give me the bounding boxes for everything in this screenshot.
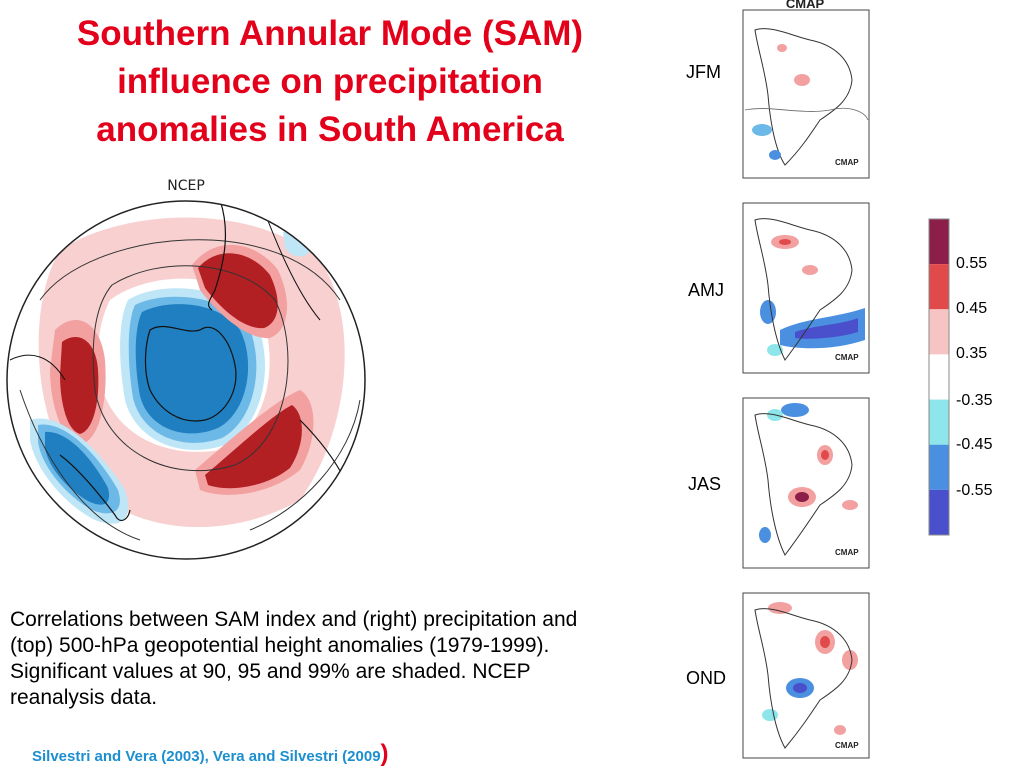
season-label-jas: JAS [688, 474, 722, 494]
references: Silvestri and Vera (2003), Vera and Silv… [32, 740, 389, 768]
slide-title: Southern Annular Mode (SAM) influence on… [30, 10, 630, 154]
season-label-jfm: JFM [686, 62, 721, 82]
colorbar [928, 218, 950, 536]
polar-correlation-map: NCEP [6, 178, 366, 560]
colorbar-cell [929, 444, 949, 490]
colorbar-cell [929, 489, 949, 535]
colorbar-tick-5: -0.55 [956, 482, 993, 499]
colorbar-cell [929, 264, 949, 310]
colorbar-cell [929, 309, 949, 355]
polar-shading [9, 201, 361, 541]
panel-dataset-jfm: CMAP [835, 158, 859, 167]
precip-map-ond: CMAP [742, 592, 870, 759]
panel-dataset-amj: CMAP [835, 353, 859, 362]
colorbar-tick-1: 0.45 [956, 300, 988, 317]
title-line-3: anomalies in South America [96, 110, 564, 149]
precip-map-header: CMAP [786, 0, 825, 11]
season-label-amj: AMJ [688, 280, 724, 300]
title-line-1: Southern Annular Mode (SAM) [76, 14, 584, 53]
colorbar-tick-2: 0.35 [956, 345, 988, 362]
colorbar-tick-3: -0.35 [956, 392, 993, 409]
title-line-2: influence on precipitation [117, 62, 543, 101]
panel-dataset-ond: CMAP [835, 741, 859, 750]
figure-caption: Correlations between SAM index and (righ… [10, 608, 578, 709]
references-close-paren: ) [380, 740, 389, 767]
colorbar-cell [929, 399, 949, 445]
references-text: Silvestri and Vera (2003), Vera and Silv… [32, 748, 381, 765]
precip-map-jfm: CMAP CMAP [742, 0, 870, 179]
season-label-ond: OND [686, 668, 726, 688]
colorbar-tick-0: 0.55 [956, 255, 988, 272]
panel-dataset-jas: CMAP [835, 548, 859, 557]
precip-map-jas: CMAP [742, 397, 870, 569]
polar-map-label: NCEP [167, 178, 205, 194]
precip-map-amj: CMAP [742, 202, 870, 374]
colorbar-tick-4: -0.45 [956, 436, 993, 453]
colorbar-cell [929, 219, 949, 265]
colorbar-cell [929, 354, 949, 400]
